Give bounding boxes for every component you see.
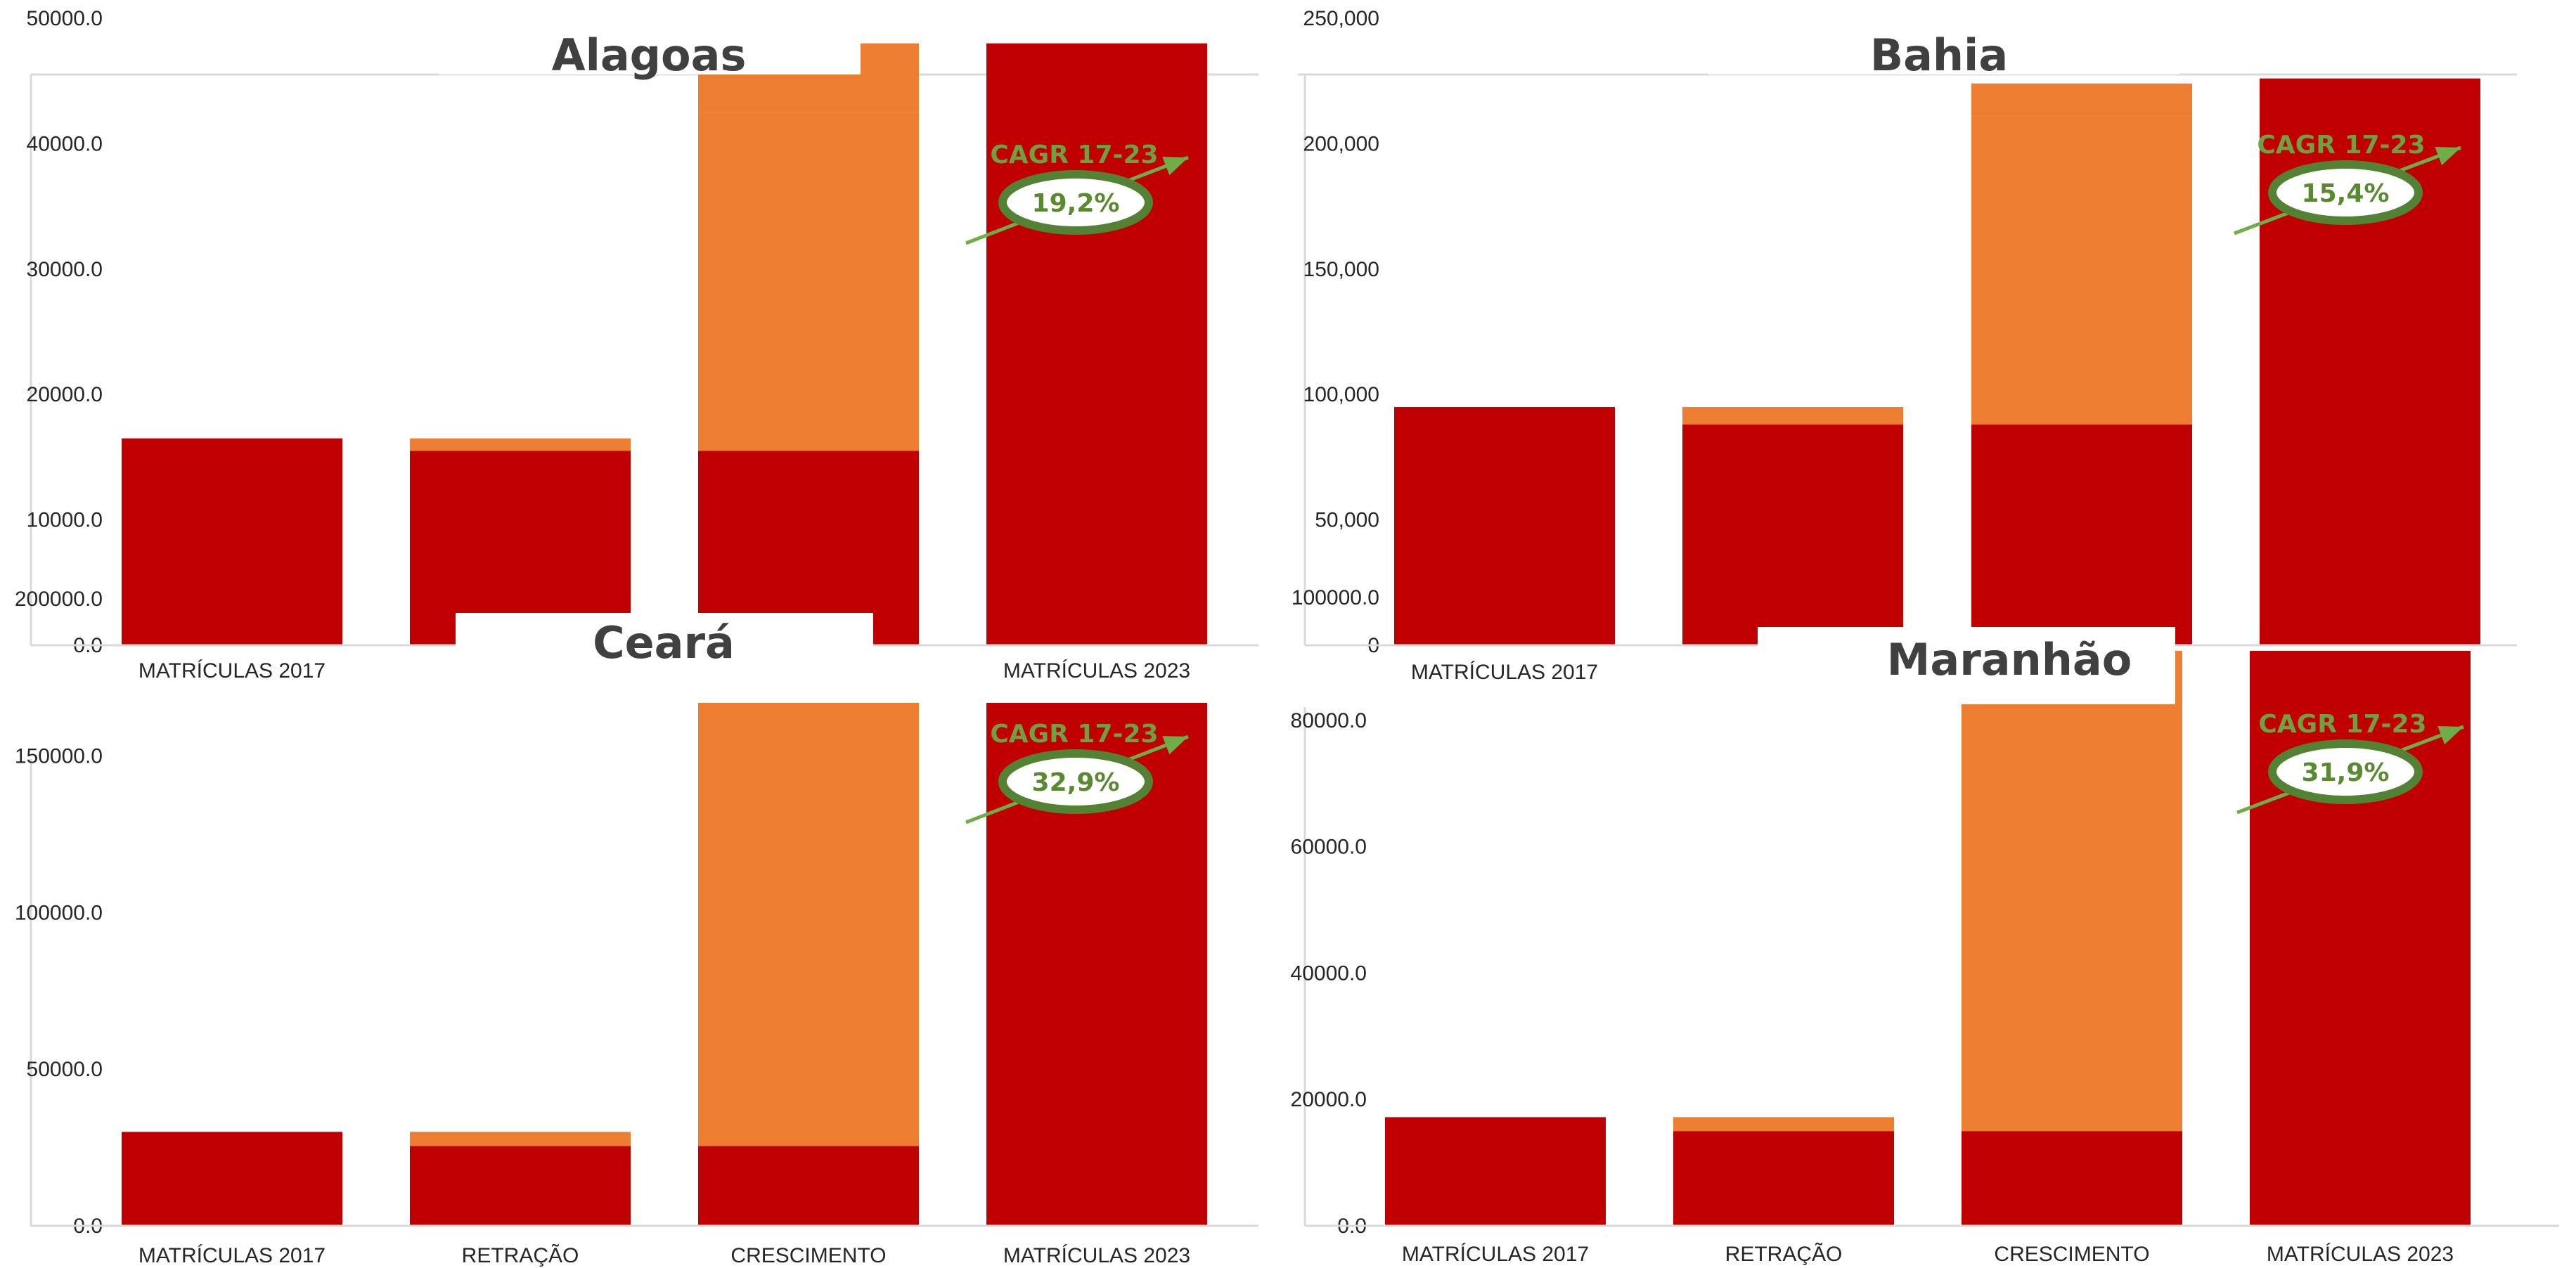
bar-4-segment-1 [986, 43, 1207, 646]
cagr-value: 19,2% [1032, 189, 1120, 218]
y-tick-label: 150000.0 [15, 745, 103, 768]
cagr-label: CAGR 17-23 [990, 720, 1158, 749]
y-tick-label: 150,000 [1303, 258, 1379, 281]
chart-title: Bahia [1870, 30, 2008, 81]
bar-2-segment-2 [410, 438, 631, 451]
y-tick-label: 20000.0 [27, 383, 103, 406]
bar-2-segment-1 [410, 1146, 631, 1226]
x-category-label: MATRÍCULAS 2017 [139, 1244, 326, 1267]
bar-2-segment-2 [1682, 407, 1903, 425]
y-tick-label: 60000.0 [1291, 836, 1367, 859]
bar-3-segment-1 [698, 1146, 919, 1226]
y-tick-label: 40000.0 [27, 132, 103, 155]
cagr-arrow-head [1162, 157, 1188, 176]
y-tick-label: 50,000 [1315, 509, 1379, 532]
cagr-value-badge [2268, 160, 2423, 225]
cagr-label: CAGR 17-23 [2257, 131, 2425, 160]
title-background [456, 613, 873, 680]
y-tick-label: 250,000 [1303, 7, 1379, 30]
x-category-label: CRESCIMENTO [730, 1244, 886, 1267]
y-tick-label: 50000.0 [27, 1058, 103, 1081]
cagr-arrow-head [1162, 736, 1188, 755]
cagr-value-badge [998, 170, 1153, 235]
cagr-value: 32,9% [1032, 768, 1120, 797]
bar-1-segment-1 [122, 1132, 342, 1226]
y-tick-label: 30000.0 [27, 258, 103, 281]
bar-1-segment-1 [1394, 407, 1615, 645]
y-tick-label: 50000.0 [27, 7, 103, 30]
chart-title: Maranhão [1887, 634, 2132, 685]
x-category-label: RETRAÇÃO [1725, 1242, 1843, 1266]
cagr-value-badge [2268, 739, 2423, 804]
bar-3-segment-2 [1971, 116, 2192, 425]
bar-2-segment-1 [1682, 425, 1903, 645]
cagr-value-badge [998, 749, 1153, 814]
y-tick-label: 80000.0 [1291, 709, 1367, 732]
x-category-label: MATRÍCULAS 2023 [1003, 659, 1190, 682]
title-background [1758, 627, 2175, 704]
bar-2-segment-2 [1673, 1117, 1894, 1132]
y-tick-label: 40000.0 [1291, 962, 1367, 985]
cagr-arrow-head [2437, 725, 2464, 745]
bar-1-segment-1 [122, 438, 342, 645]
title-background [1708, 18, 2179, 75]
chart-panel-1: 0.010000.020000.030000.040000.050000.020… [15, 7, 1258, 682]
cagr-arrow-head [2435, 146, 2461, 166]
cagr-label: CAGR 17-23 [2258, 710, 2426, 739]
cagr-value: 31,9% [2302, 758, 2390, 787]
y-tick-label: 20000.0 [1291, 1088, 1367, 1111]
y-tick-label: 100000.0 [15, 901, 103, 924]
y-tick-label: 100,000 [1303, 383, 1379, 406]
bar-2-segment-1 [1673, 1131, 1894, 1226]
x-category-label: MATRÍCULAS 2017 [139, 659, 326, 682]
bar-3-segment-1 [1962, 1131, 2182, 1226]
chart-panel-4: 0.020000.040000.060000.080000.0MATRÍCULA… [1291, 627, 2559, 1266]
chart-title: Alagoas [552, 30, 747, 81]
chart-title: Ceará [593, 617, 735, 668]
bar-3-segment-3 [1971, 83, 2192, 117]
x-category-label: RETRAÇÃO [462, 1243, 579, 1267]
bar-3-segment-1 [1971, 425, 2192, 645]
x-category-label: MATRÍCULAS 2023 [1003, 1244, 1190, 1267]
title-background [439, 18, 861, 75]
x-category-label: MATRÍCULAS 2017 [1411, 661, 1598, 684]
y-tick-label: 200,000 [1303, 132, 1379, 155]
chart-panel-2: 050,000100,000150,000200,000250,00010000… [1292, 7, 2517, 684]
bar-1-segment-1 [1385, 1117, 1606, 1226]
y-tick-label-overlap: 100000.0 [1292, 586, 1379, 609]
bar-3-segment-2 [698, 112, 919, 451]
cagr-label: CAGR 17-23 [990, 141, 1158, 169]
y-tick-label-overlap: 200000.0 [15, 588, 103, 611]
y-tick-label: 10000.0 [27, 509, 103, 532]
x-category-label: MATRÍCULAS 2017 [1402, 1243, 1589, 1266]
bar-2-segment-2 [410, 1132, 631, 1146]
bar-3-segment-2 [698, 703, 919, 1146]
x-category-label: MATRÍCULAS 2023 [2267, 1243, 2454, 1266]
bar-2-segment-1 [410, 451, 631, 645]
cagr-value: 15,4% [2302, 179, 2390, 208]
bar-3-segment-1 [698, 451, 919, 645]
bar-3-segment-2 [1962, 651, 2182, 1132]
x-category-label: CRESCIMENTO [1994, 1243, 2149, 1266]
